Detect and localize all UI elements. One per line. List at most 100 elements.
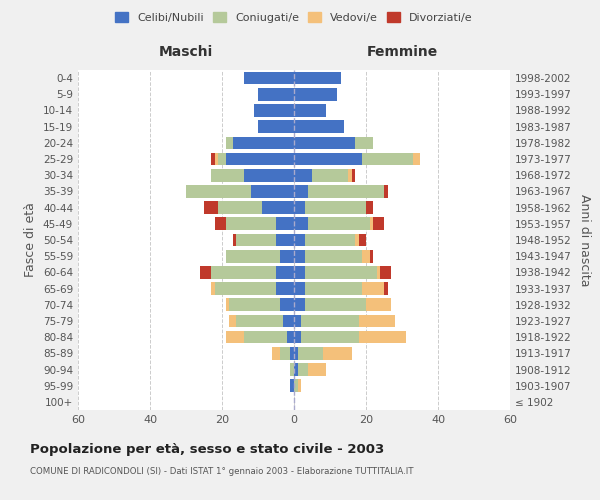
- Bar: [294, 380, 298, 392]
- Bar: [211, 282, 215, 295]
- Bar: [294, 331, 301, 344]
- Bar: [366, 298, 391, 311]
- Bar: [226, 250, 280, 262]
- Bar: [229, 298, 280, 311]
- Bar: [211, 152, 215, 166]
- Bar: [280, 347, 290, 360]
- Bar: [305, 234, 355, 246]
- Bar: [244, 331, 287, 344]
- Bar: [323, 347, 352, 360]
- Bar: [305, 250, 362, 262]
- Bar: [229, 314, 236, 328]
- Bar: [294, 169, 312, 181]
- Bar: [233, 136, 294, 149]
- Bar: [362, 282, 384, 295]
- Bar: [362, 152, 413, 166]
- Bar: [308, 363, 326, 376]
- Bar: [305, 298, 366, 311]
- Bar: [294, 88, 337, 101]
- Bar: [298, 380, 301, 392]
- Text: Femmine: Femmine: [367, 44, 437, 59]
- Bar: [359, 314, 395, 328]
- Bar: [254, 104, 294, 117]
- Bar: [370, 250, 373, 262]
- Bar: [294, 152, 362, 166]
- Text: COMUNE DI RADICONDOLI (SI) - Dati ISTAT 1° gennaio 2003 - Elaborazione TUTTITALI: COMUNE DI RADICONDOLI (SI) - Dati ISTAT …: [30, 468, 413, 476]
- Bar: [294, 298, 305, 311]
- Bar: [244, 169, 294, 181]
- Bar: [226, 331, 244, 344]
- Bar: [186, 185, 251, 198]
- Bar: [380, 266, 391, 278]
- Bar: [294, 218, 308, 230]
- Bar: [218, 202, 262, 214]
- Bar: [301, 331, 359, 344]
- Bar: [200, 266, 211, 278]
- Bar: [384, 282, 388, 295]
- Bar: [290, 380, 294, 392]
- Bar: [359, 331, 406, 344]
- Bar: [308, 185, 384, 198]
- Bar: [236, 234, 276, 246]
- Bar: [280, 298, 294, 311]
- Text: Maschi: Maschi: [159, 44, 213, 59]
- Bar: [204, 202, 218, 214]
- Bar: [287, 331, 294, 344]
- Bar: [294, 185, 308, 198]
- Bar: [355, 136, 373, 149]
- Bar: [294, 234, 305, 246]
- Bar: [294, 282, 305, 295]
- Bar: [355, 234, 359, 246]
- Bar: [258, 88, 294, 101]
- Bar: [211, 169, 244, 181]
- Bar: [244, 72, 294, 85]
- Bar: [294, 314, 301, 328]
- Bar: [348, 169, 352, 181]
- Bar: [298, 347, 323, 360]
- Bar: [294, 72, 341, 85]
- Bar: [276, 266, 294, 278]
- Bar: [215, 282, 276, 295]
- Bar: [215, 218, 226, 230]
- Bar: [359, 234, 366, 246]
- Bar: [258, 120, 294, 133]
- Bar: [294, 202, 305, 214]
- Bar: [366, 202, 373, 214]
- Legend: Celibi/Nubili, Coniugati/e, Vedovi/e, Divorziati/e: Celibi/Nubili, Coniugati/e, Vedovi/e, Di…: [111, 8, 477, 28]
- Bar: [294, 363, 298, 376]
- Bar: [294, 347, 298, 360]
- Bar: [312, 169, 348, 181]
- Bar: [413, 152, 420, 166]
- Y-axis label: Anni di nascita: Anni di nascita: [578, 194, 591, 286]
- Bar: [305, 282, 362, 295]
- Bar: [262, 202, 294, 214]
- Bar: [233, 234, 236, 246]
- Bar: [276, 234, 294, 246]
- Bar: [362, 250, 370, 262]
- Bar: [251, 185, 294, 198]
- Bar: [305, 202, 366, 214]
- Bar: [272, 347, 280, 360]
- Bar: [226, 218, 276, 230]
- Bar: [301, 314, 359, 328]
- Bar: [283, 314, 294, 328]
- Bar: [352, 169, 355, 181]
- Bar: [298, 363, 308, 376]
- Bar: [377, 266, 380, 278]
- Bar: [294, 250, 305, 262]
- Bar: [276, 218, 294, 230]
- Bar: [211, 266, 276, 278]
- Bar: [294, 266, 305, 278]
- Bar: [226, 152, 294, 166]
- Y-axis label: Fasce di età: Fasce di età: [25, 202, 37, 278]
- Bar: [276, 282, 294, 295]
- Bar: [373, 218, 384, 230]
- Bar: [226, 136, 233, 149]
- Bar: [370, 218, 373, 230]
- Bar: [215, 152, 218, 166]
- Bar: [280, 250, 294, 262]
- Bar: [384, 185, 388, 198]
- Bar: [236, 314, 283, 328]
- Text: Popolazione per età, sesso e stato civile - 2003: Popolazione per età, sesso e stato civil…: [30, 442, 384, 456]
- Bar: [218, 152, 226, 166]
